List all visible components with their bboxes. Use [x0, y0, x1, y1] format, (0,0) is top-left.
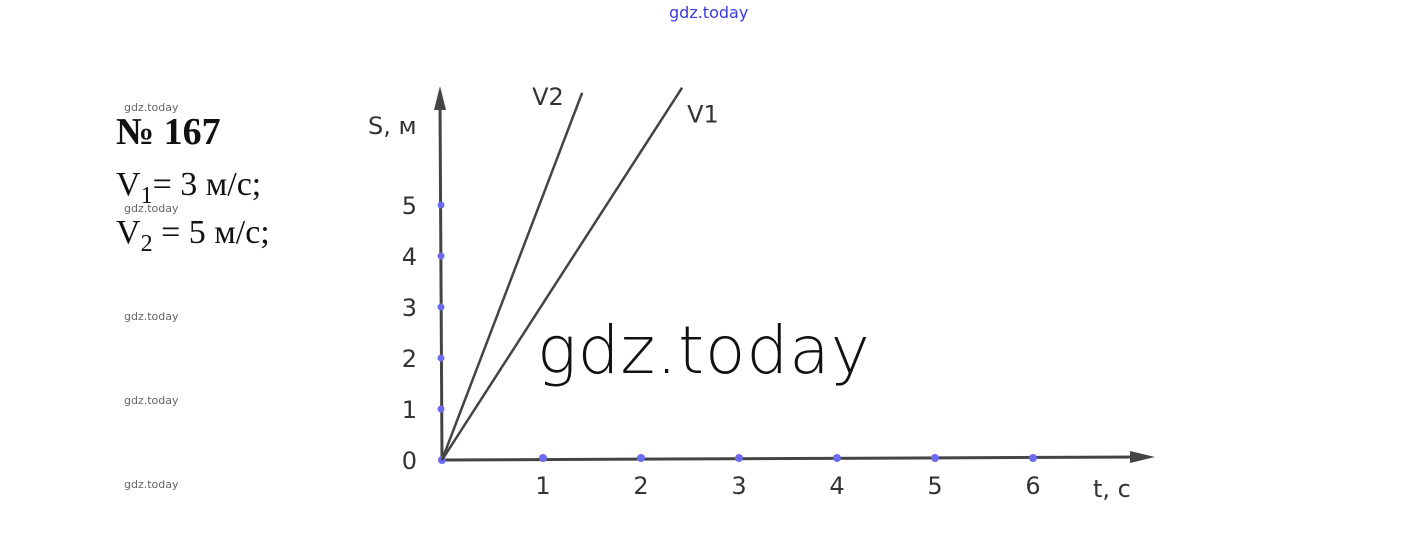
- y-tick-label: 4: [402, 243, 417, 271]
- x-tick-label: 2: [633, 472, 648, 500]
- y-axis-label: S, м: [368, 112, 417, 140]
- y-tick-label: 3: [402, 294, 417, 322]
- watermark-top: gdz.today: [669, 3, 749, 22]
- x-tick-label: 5: [927, 472, 942, 500]
- problem-number: № 167: [116, 111, 221, 153]
- watermark: gdz.today: [124, 394, 179, 407]
- given-v2: V2 = 5 м/с;: [116, 214, 270, 258]
- series-label: V2: [532, 83, 564, 111]
- x-tick-label: 3: [731, 472, 746, 500]
- x-tick-marker: [833, 454, 841, 462]
- x-tick-marker: [637, 454, 645, 462]
- y-axis: [438, 99, 444, 461]
- x-tick-marker: [539, 454, 547, 462]
- watermark: gdz.today: [124, 202, 179, 215]
- v-label: V: [116, 214, 141, 251]
- watermark: gdz.today: [124, 478, 179, 491]
- y-tick-marker: [437, 303, 445, 311]
- y-axis-arrow: [434, 86, 446, 110]
- v-value: = 3 м/с;: [152, 166, 262, 203]
- y-tick-label: 5: [402, 192, 417, 220]
- series-line-v2: [440, 92, 584, 461]
- y-tick-label: 1: [402, 396, 417, 424]
- x-tick-label: 1: [535, 472, 550, 500]
- x-tick-label: 6: [1025, 472, 1040, 500]
- x-tick-label: 4: [829, 472, 844, 500]
- y-tick-label: 2: [402, 345, 417, 373]
- v-sub: 2: [140, 230, 153, 257]
- v-value: = 5 м/с;: [152, 214, 270, 251]
- y-tick-label: 0: [402, 447, 417, 475]
- v-label: V: [116, 166, 141, 203]
- v-sub: 1: [140, 182, 153, 209]
- series-label: V1: [687, 101, 719, 129]
- x-axis: [441, 455, 1141, 462]
- y-tick-marker: [437, 201, 445, 209]
- watermark: gdz.today: [124, 101, 179, 114]
- given-v1: V1= 3 м/с;: [116, 166, 261, 210]
- series-line-v1: [440, 87, 684, 461]
- y-tick-marker: [437, 354, 445, 362]
- x-axis-label: t, с: [1093, 475, 1131, 503]
- watermark-large: gdz.today: [537, 312, 871, 389]
- y-tick-marker: [437, 252, 445, 260]
- x-axis-arrow: [1130, 451, 1155, 463]
- x-tick-marker: [735, 454, 743, 462]
- x-tick-marker: [931, 454, 939, 462]
- x-tick-marker: [1029, 454, 1037, 462]
- watermark: gdz.today: [124, 310, 179, 323]
- y-tick-marker: [437, 405, 445, 413]
